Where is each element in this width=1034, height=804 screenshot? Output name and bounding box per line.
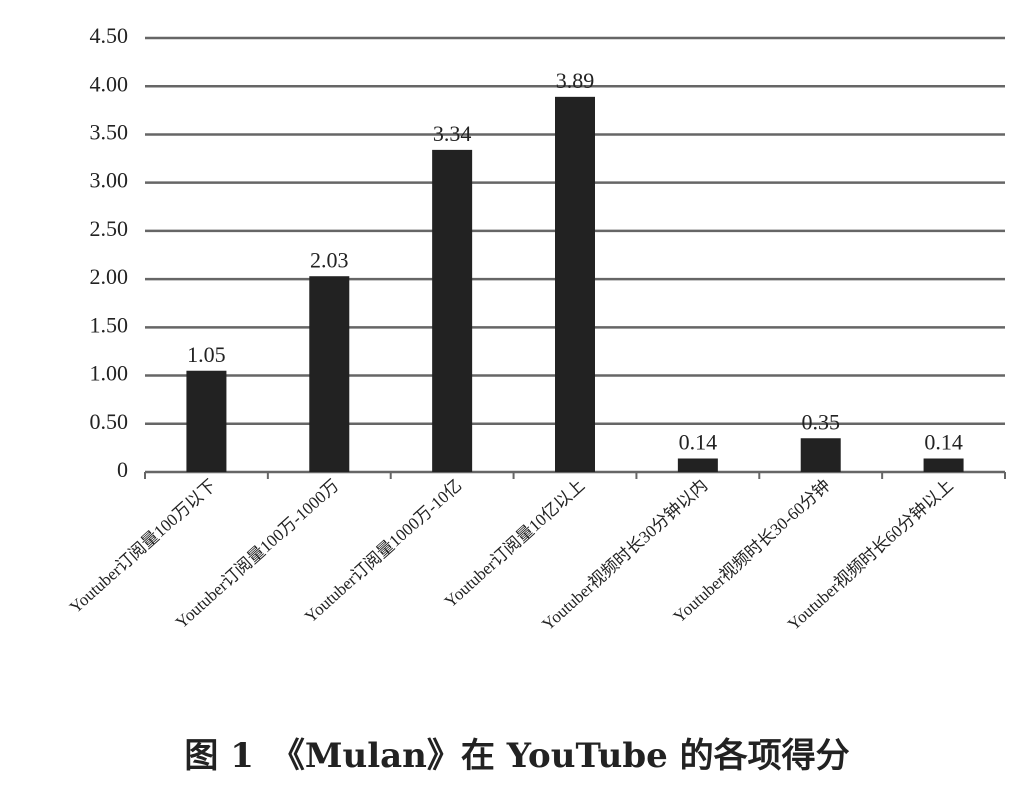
value-label: 0.14 — [924, 430, 963, 455]
y-tick-label: 3.50 — [90, 119, 129, 144]
x-tick-label: Youtuber订阅量10亿以上 — [441, 476, 589, 612]
y-tick-label: 1.50 — [90, 312, 129, 337]
value-label: 3.34 — [433, 121, 472, 146]
y-tick-label: 0.50 — [90, 409, 129, 434]
bar — [432, 149, 473, 472]
chart-title: 图 1 《Mulan》在 YouTube 的各项得分 — [184, 736, 849, 776]
y-tick-label: 4.50 — [90, 23, 129, 48]
value-label: 0.14 — [679, 430, 718, 455]
value-label: 3.89 — [556, 68, 595, 93]
y-tick-label: 3.00 — [90, 168, 129, 193]
value-label: 1.05 — [187, 342, 226, 367]
value-label: 2.03 — [310, 247, 349, 272]
y-tick-label: 0 — [117, 457, 128, 482]
y-tick-label: 1.00 — [90, 361, 129, 386]
bar — [309, 276, 350, 472]
bar — [186, 370, 227, 472]
bar — [677, 458, 718, 472]
y-tick-label: 2.50 — [90, 216, 129, 241]
y-tick-label: 4.00 — [90, 71, 129, 96]
bar — [555, 96, 595, 472]
bar — [923, 458, 964, 472]
value-label: 0.35 — [801, 409, 840, 434]
y-tick-label: 2.00 — [90, 264, 129, 289]
bar — [800, 438, 841, 472]
